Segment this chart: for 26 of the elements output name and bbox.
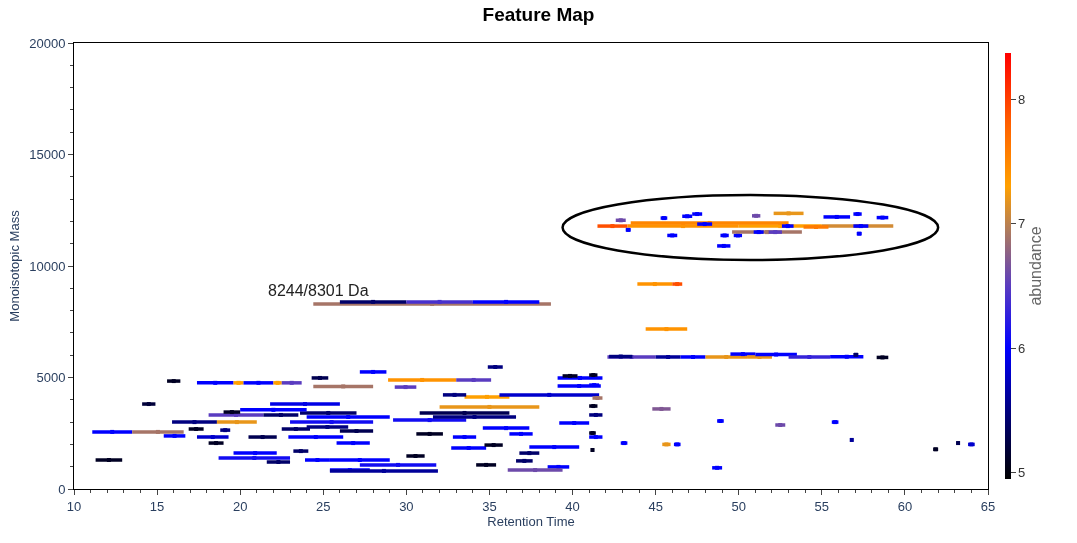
chart-title: Feature Map <box>482 4 595 26</box>
y-axis-title: Monoisotopic Mass <box>7 209 23 322</box>
x-tick-label: 30 <box>399 498 414 514</box>
x-tick-label: 25 <box>316 498 331 514</box>
y-tick-label: 0 <box>58 481 66 497</box>
x-tick-label: 10 <box>66 498 82 514</box>
x-tick-label: 35 <box>482 498 497 514</box>
x-tick-label: 15 <box>149 498 165 514</box>
x-tick-label: 20 <box>232 498 248 514</box>
x-tick-label: 60 <box>897 498 913 514</box>
x-tick-label: 45 <box>648 498 663 514</box>
x-axis-title: Retention Time <box>487 514 575 530</box>
y-tick-label: 15000 <box>29 147 66 163</box>
x-tick-label: 50 <box>731 498 746 514</box>
color-bar-label: 8 <box>1018 91 1026 107</box>
color-bar-label: 5 <box>1018 465 1026 481</box>
annotation: 8244/8301 Da <box>268 282 369 299</box>
y-tick-label: 5000 <box>36 370 66 386</box>
color-bar-label: 7 <box>1018 216 1026 232</box>
x-tick-label: 40 <box>565 498 580 514</box>
x-tick-label: 65 <box>980 498 996 514</box>
color-bar-title: abundance <box>1027 226 1045 306</box>
y-tick-label: 20000 <box>29 35 66 51</box>
color-bar-label: 6 <box>1018 340 1026 356</box>
y-tick-label: 10000 <box>29 258 66 274</box>
x-tick-label: 55 <box>814 498 830 514</box>
